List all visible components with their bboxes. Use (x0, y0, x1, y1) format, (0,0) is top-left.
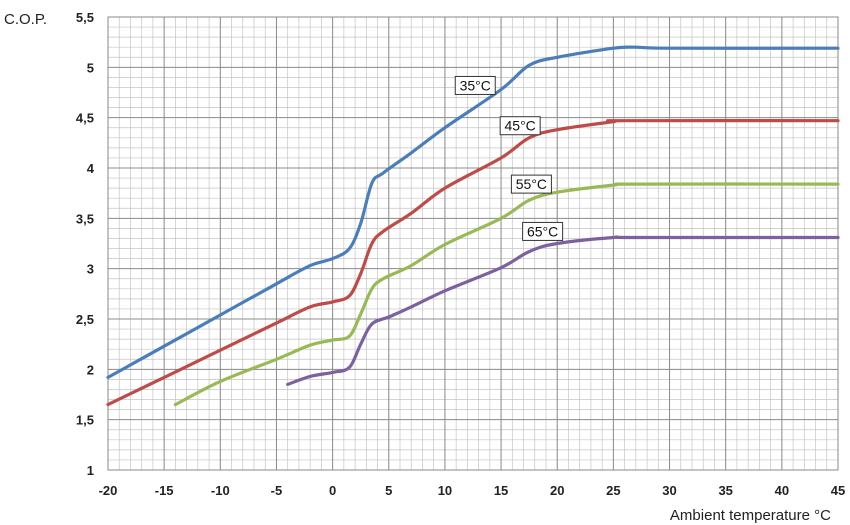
series-label-text: 45°C (505, 118, 536, 134)
series-line-3 (173, 182, 840, 407)
y-tick-label: 5 (87, 60, 94, 75)
series-label-box (454, 75, 496, 95)
series-label-text: 55°C (516, 176, 547, 192)
x-tick-label: -15 (155, 483, 174, 498)
series-label-box (510, 174, 552, 194)
x-tick-label: 45 (831, 483, 845, 498)
major-grid (107, 16, 839, 471)
x-tick-label: 15 (494, 483, 508, 498)
series-label-text: 35°C (460, 77, 491, 93)
series-label-3: 55°C (510, 174, 552, 194)
series-label-2: 45°C (499, 116, 541, 136)
x-tick-label: -20 (99, 483, 118, 498)
x-tick-label: 40 (775, 483, 789, 498)
y-tick-label: 2 (87, 362, 94, 377)
x-tick-label: 5 (385, 483, 392, 498)
y-tick-labels: 1 1,5 2 2,5 3 3,5 4 4,5 5 5,5 (76, 10, 95, 478)
y-tick-label: 1 (87, 463, 94, 478)
x-axis-title: Ambient temperature °C (670, 507, 831, 524)
series-lines (106, 45, 840, 407)
y-tick-label: 3 (87, 262, 94, 277)
series-line-1 (106, 45, 840, 379)
y-tick-label: 2,5 (76, 312, 94, 327)
y-tick-label: 5,5 (76, 10, 94, 25)
series-label-1: 35°C (454, 75, 496, 95)
series-label-box (522, 221, 564, 241)
y-axis-title: C.O.P. (4, 11, 47, 28)
x-tick-label: 30 (662, 483, 676, 498)
series-line-4 (286, 235, 840, 386)
x-tick-label: 35 (718, 483, 732, 498)
series-label-text: 65°C (527, 223, 558, 239)
x-tick-label: 25 (606, 483, 620, 498)
x-tick-label: 10 (438, 483, 452, 498)
y-tick-label: 3,5 (76, 211, 94, 226)
y-tick-label: 4 (87, 161, 95, 176)
x-tick-label: -5 (271, 483, 283, 498)
series-label-4: 65°C (522, 221, 564, 241)
x-tick-label: 0 (329, 483, 336, 498)
x-tick-label: -10 (211, 483, 230, 498)
series-label-box (499, 116, 541, 136)
series-line-2 (106, 119, 840, 407)
series-labels: 35°C 45°C 55°C 65°C (454, 75, 564, 241)
y-tick-label: 4,5 (76, 111, 94, 126)
y-tick-label: 1,5 (76, 413, 94, 428)
x-tick-label: 20 (550, 483, 564, 498)
x-tick-labels: -20 -15 -10 -5 0 5 10 15 20 25 30 35 40 45 (99, 483, 846, 498)
plot-frame (107, 16, 839, 471)
